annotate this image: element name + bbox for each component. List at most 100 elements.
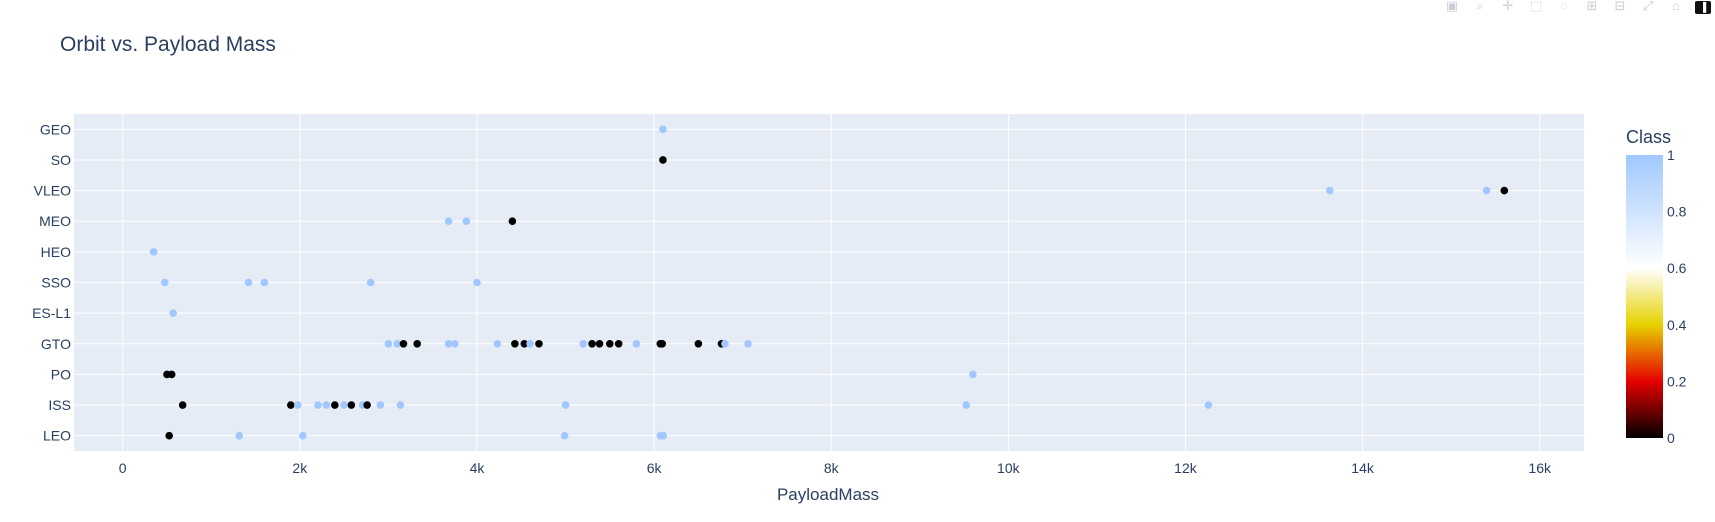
data-point[interactable] xyxy=(561,401,570,409)
data-point[interactable] xyxy=(526,339,534,348)
plotly-logo-icon[interactable]: ▐ xyxy=(1695,0,1711,14)
data-point[interactable] xyxy=(244,278,253,287)
x-tick-label: 16k xyxy=(1528,460,1552,476)
pan-icon[interactable]: ✛ xyxy=(1502,0,1514,13)
chart-title: Orbit vs. Payload Mass xyxy=(60,33,276,56)
zoom-icon[interactable]: ⌕ xyxy=(1476,0,1484,13)
data-point[interactable] xyxy=(493,339,502,348)
data-point[interactable] xyxy=(396,401,405,409)
data-point[interactable] xyxy=(606,339,614,348)
data-point[interactable] xyxy=(560,431,569,440)
data-point[interactable] xyxy=(260,278,269,287)
x-tick-label: 0 xyxy=(119,460,127,476)
data-point[interactable] xyxy=(169,309,177,317)
data-point[interactable] xyxy=(694,339,703,348)
autoscale-icon[interactable]: ⤢ xyxy=(1642,0,1654,13)
data-point[interactable] xyxy=(314,401,322,409)
data-point[interactable] xyxy=(165,431,174,440)
y-tick-label: VLEO xyxy=(34,183,71,199)
data-point[interactable] xyxy=(167,370,176,379)
data-point[interactable] xyxy=(658,339,667,348)
x-axis-title: PayloadMass xyxy=(777,485,879,504)
data-point[interactable] xyxy=(614,339,623,348)
data-point[interactable] xyxy=(347,401,356,409)
colorbar-gradient xyxy=(1626,155,1663,438)
x-tick-label: 14k xyxy=(1351,460,1375,476)
data-point[interactable] xyxy=(331,401,339,409)
data-point[interactable] xyxy=(744,339,752,348)
y-tick-label: HEO xyxy=(41,244,71,260)
data-point[interactable] xyxy=(508,217,517,226)
data-points xyxy=(149,125,1509,440)
data-point[interactable] xyxy=(413,339,421,348)
data-point[interactable] xyxy=(962,401,971,409)
zoom-out-icon[interactable]: ⊟ xyxy=(1614,0,1626,13)
data-point[interactable] xyxy=(444,217,453,226)
data-point[interactable] xyxy=(659,125,667,134)
data-point[interactable] xyxy=(393,339,402,348)
data-point[interactable] xyxy=(462,217,471,226)
data-point[interactable] xyxy=(149,248,158,256)
data-point[interactable] xyxy=(322,401,331,409)
modebar: ▣ ⌕ ✛ ⬚ ◌ ⊞ ⊟ ⤢ ⌂ ▐ xyxy=(1443,0,1711,14)
y-tick-label: ISS xyxy=(48,397,71,413)
data-point[interactable] xyxy=(588,339,596,348)
y-tick-label: SSO xyxy=(41,275,71,291)
data-point[interactable] xyxy=(399,339,408,348)
data-point[interactable] xyxy=(160,278,169,287)
x-tick-label: 4k xyxy=(470,460,486,476)
gridlines xyxy=(74,114,1584,451)
data-point[interactable] xyxy=(376,401,385,409)
colorbar-tick-label: 0.4 xyxy=(1667,317,1687,333)
camera-icon[interactable]: ▣ xyxy=(1445,0,1459,13)
data-point[interactable] xyxy=(659,431,668,440)
data-point[interactable] xyxy=(1326,186,1334,195)
x-tick-label: 8k xyxy=(824,460,840,476)
x-axis-ticks: 0 2k 4k 6k 8k 10k 12k 14k 16k xyxy=(119,460,1552,476)
y-tick-label: ES-L1 xyxy=(32,305,71,321)
data-point[interactable] xyxy=(659,156,667,164)
data-point[interactable] xyxy=(1482,186,1491,195)
data-point[interactable] xyxy=(1204,401,1213,409)
colorbar-tick-label: 0.8 xyxy=(1667,204,1687,220)
colorbar-tick-label: 0.2 xyxy=(1667,373,1687,389)
x-tick-label: 6k xyxy=(647,460,663,476)
data-point[interactable] xyxy=(632,339,641,348)
zoom-in-icon[interactable]: ⊞ xyxy=(1586,0,1598,13)
data-point[interactable] xyxy=(520,339,529,348)
data-point[interactable] xyxy=(293,401,302,409)
x-tick-label: 2k xyxy=(292,460,308,476)
data-point[interactable] xyxy=(721,339,729,348)
y-tick-label: PO xyxy=(51,366,71,382)
data-point[interactable] xyxy=(969,370,977,379)
data-point[interactable] xyxy=(473,278,481,287)
data-point[interactable] xyxy=(366,278,375,287)
reset-axes-icon[interactable]: ⌂ xyxy=(1672,0,1680,13)
data-point[interactable] xyxy=(1500,186,1509,195)
colorbar: Class 0 0.2 0.4 0.6 0.8 1 xyxy=(1626,127,1687,446)
colorbar-tick-label: 0 xyxy=(1667,430,1675,446)
data-point[interactable] xyxy=(595,339,604,348)
colorbar-title: Class xyxy=(1626,127,1671,147)
data-point[interactable] xyxy=(384,339,393,348)
y-tick-label: LEO xyxy=(43,428,71,444)
data-point[interactable] xyxy=(535,339,543,348)
data-point[interactable] xyxy=(299,431,307,440)
data-point[interactable] xyxy=(511,339,519,348)
data-point[interactable] xyxy=(340,401,348,409)
data-point[interactable] xyxy=(235,431,244,440)
data-point[interactable] xyxy=(451,339,459,348)
y-tick-label: SO xyxy=(51,152,71,168)
y-tick-label: GEO xyxy=(40,121,71,137)
y-tick-label: GTO xyxy=(41,336,71,352)
data-point[interactable] xyxy=(444,339,453,348)
data-point[interactable] xyxy=(579,339,588,348)
box-select-icon[interactable]: ⬚ xyxy=(1529,0,1543,13)
colorbar-tick-label: 0.6 xyxy=(1667,260,1687,276)
data-point[interactable] xyxy=(178,401,187,409)
lasso-select-icon[interactable]: ◌ xyxy=(1560,0,1568,13)
data-point[interactable] xyxy=(363,401,371,409)
data-point[interactable] xyxy=(287,401,295,409)
y-tick-label: MEO xyxy=(39,213,71,229)
